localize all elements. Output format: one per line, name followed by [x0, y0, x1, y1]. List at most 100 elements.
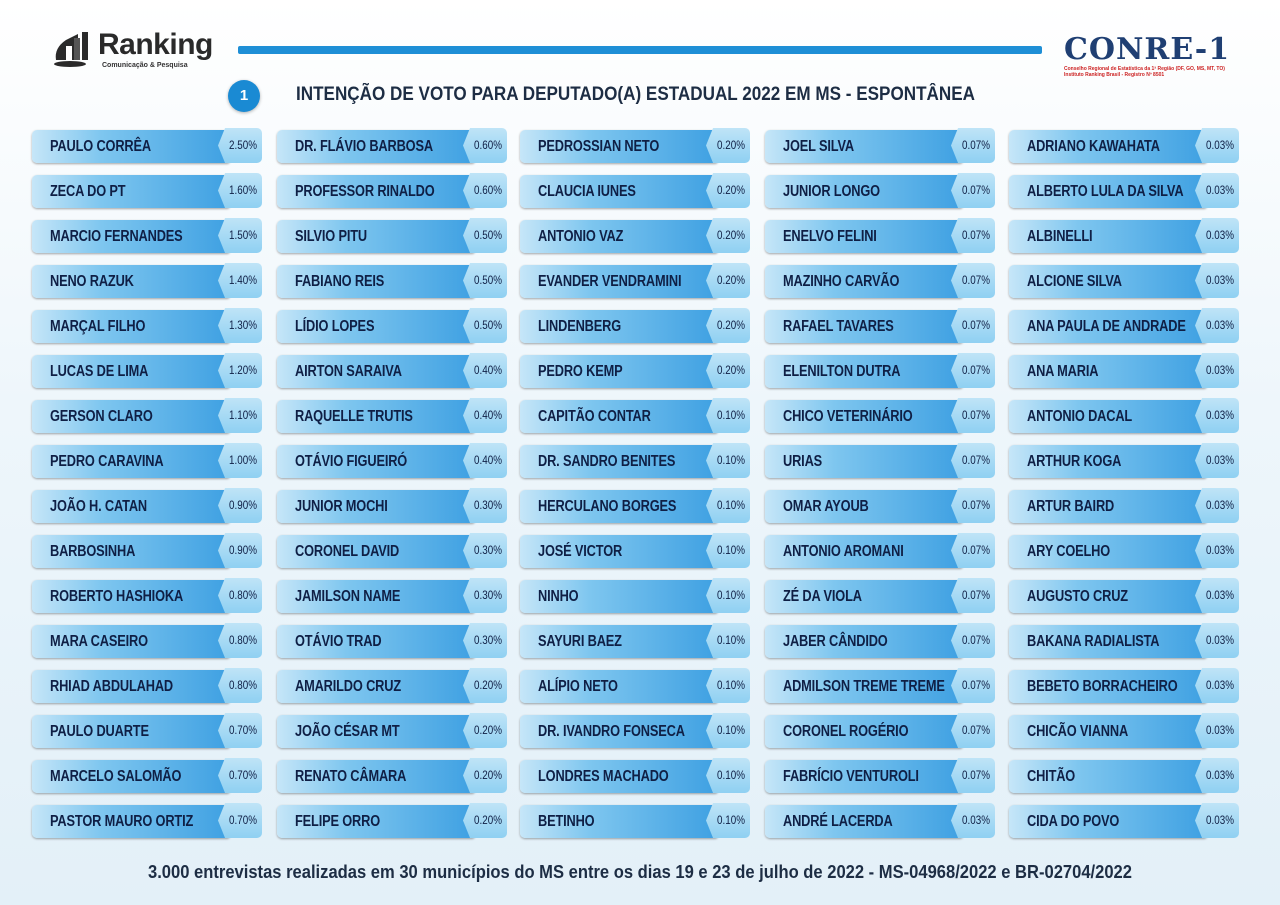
candidate-row: ARY COELHO 0.03% — [1009, 533, 1243, 569]
candidate-value-tag: 0.80% — [218, 668, 262, 703]
candidate-row: CHITÃO 0.03% — [1009, 758, 1243, 794]
candidate-value: 0.07% — [962, 408, 990, 422]
candidate-value: 0.20% — [717, 273, 745, 287]
candidate-name-bar: LÍDIO LOPES — [277, 310, 475, 343]
candidate-name-bar: ALBINELLI — [1009, 220, 1207, 253]
header-divider — [238, 46, 1042, 54]
candidate-name: JOSÉ VICTOR — [538, 543, 623, 560]
candidate-value-tag: 0.03% — [1195, 398, 1239, 433]
candidate-name: BETINHO — [538, 813, 595, 830]
candidate-value: 0.70% — [229, 768, 257, 782]
candidate-value: 1.40% — [229, 273, 257, 287]
candidate-value: 0.03% — [1206, 678, 1234, 692]
candidate-name-bar: PAULO CORRÊA — [32, 130, 230, 163]
candidate-value: 0.80% — [229, 678, 257, 692]
candidate-value-tag: 0.10% — [706, 623, 750, 658]
candidate-name: JOÃO CÉSAR MT — [295, 723, 400, 740]
candidate-row: AIRTON SARAIVA 0.40% — [277, 353, 511, 389]
candidate-value: 0.07% — [962, 138, 990, 152]
candidate-row: LÍDIO LOPES 0.50% — [277, 308, 511, 344]
candidate-name: MARCELO SALOMÃO — [50, 768, 182, 785]
candidate-value: 0.03% — [1206, 363, 1234, 377]
candidate-name-bar: BAKANA RADIALISTA — [1009, 625, 1207, 658]
footer-note: 3.000 entrevistas realizadas em 30 munic… — [148, 862, 1132, 882]
candidate-row: HERCULANO BORGES 0.10% — [520, 488, 754, 524]
ranking-logo-icon — [54, 32, 88, 67]
candidate-name: PEDRO CARAVINA — [50, 453, 164, 470]
candidate-name: ROBERTO HASHIOKA — [50, 588, 184, 605]
candidate-row: ANTONIO AROMANI 0.07% — [765, 533, 999, 569]
candidate-row: ARTHUR KOGA 0.03% — [1009, 443, 1243, 479]
candidate-row: ENELVO FELINI 0.07% — [765, 218, 999, 254]
candidate-name: JAMILSON NAME — [295, 588, 401, 605]
candidate-value: 0.90% — [229, 543, 257, 557]
candidate-row: ARTUR BAIRD 0.03% — [1009, 488, 1243, 524]
candidate-value: 0.40% — [474, 408, 502, 422]
candidate-row: ANA MARIA 0.03% — [1009, 353, 1243, 389]
candidate-value: 0.10% — [717, 498, 745, 512]
candidate-name: AIRTON SARAIVA — [295, 363, 402, 380]
candidate-value-tag: 0.80% — [218, 623, 262, 658]
candidate-value: 2.50% — [229, 138, 257, 152]
candidate-row: CAPITÃO CONTAR 0.10% — [520, 398, 754, 434]
candidate-value: 0.07% — [962, 363, 990, 377]
candidate-row: ROBERTO HASHIOKA 0.80% — [32, 578, 266, 614]
candidate-name: PAULO DUARTE — [50, 723, 149, 740]
candidate-value-tag: 0.07% — [951, 668, 995, 703]
candidate-name: FABIANO REIS — [295, 273, 385, 290]
candidate-value: 0.10% — [717, 768, 745, 782]
candidate-value: 0.07% — [962, 543, 990, 557]
candidate-row: DR. FLÁVIO BARBOSA 0.60% — [277, 128, 511, 164]
candidate-name-bar: SAYURI BAEZ — [520, 625, 718, 658]
candidate-name-bar: ZECA DO PT — [32, 175, 230, 208]
candidate-name: ANTONIO DACAL — [1027, 408, 1133, 425]
candidate-value-tag: 0.10% — [706, 488, 750, 523]
candidate-name: BAKANA RADIALISTA — [1027, 633, 1160, 650]
candidate-row: JOÃO CÉSAR MT 0.20% — [277, 713, 511, 749]
candidate-name: ELENILTON DUTRA — [783, 363, 901, 380]
candidate-value: 0.07% — [962, 768, 990, 782]
candidate-name-bar: ALCIONE SILVA — [1009, 265, 1207, 298]
candidate-name-bar: ZÉ DA VIOLA — [765, 580, 963, 613]
candidate-name-bar: CORONEL DAVID — [277, 535, 475, 568]
candidate-name-bar: CIDA DO POVO — [1009, 805, 1207, 838]
candidate-name: ENELVO FELINI — [783, 228, 877, 245]
candidate-row: MAZINHO CARVÃO 0.07% — [765, 263, 999, 299]
candidate-value: 0.20% — [474, 813, 502, 827]
candidate-value-tag: 0.07% — [951, 308, 995, 343]
candidate-name: CLAUCIA IUNES — [538, 183, 636, 200]
candidate-name-bar: CORONEL ROGÉRIO — [765, 715, 963, 748]
candidate-row: PAULO DUARTE 0.70% — [32, 713, 266, 749]
candidate-name: BEBETO BORRACHEIRO — [1027, 678, 1178, 695]
candidate-row: ALBERTO LULA DA SILVA 0.03% — [1009, 173, 1243, 209]
candidate-name-bar: FABIANO REIS — [277, 265, 475, 298]
candidate-name-bar: ANA MARIA — [1009, 355, 1207, 388]
candidate-name-bar: MARCIO FERNANDES — [32, 220, 230, 253]
candidate-name-bar: CAPITÃO CONTAR — [520, 400, 718, 433]
candidate-row: PEDRO CARAVINA 1.00% — [32, 443, 266, 479]
candidate-name: ALCIONE SILVA — [1027, 273, 1122, 290]
candidate-row: URIAS 0.07% — [765, 443, 999, 479]
candidate-name: OTÁVIO TRAD — [295, 633, 382, 650]
candidate-value-tag: 0.20% — [463, 713, 507, 748]
candidate-row: BARBOSINHA 0.90% — [32, 533, 266, 569]
candidate-value: 0.10% — [717, 408, 745, 422]
candidate-name-bar: LUCAS DE LIMA — [32, 355, 230, 388]
candidate-value: 0.70% — [229, 723, 257, 737]
candidate-value-tag: 0.03% — [1195, 713, 1239, 748]
candidate-name: SAYURI BAEZ — [538, 633, 622, 650]
candidate-value-tag: 0.10% — [706, 533, 750, 568]
candidate-name-bar: EVANDER VENDRAMINI — [520, 265, 718, 298]
candidate-name: DR. FLÁVIO BARBOSA — [295, 138, 433, 155]
candidate-row: PAULO CORRÊA 2.50% — [32, 128, 266, 164]
candidate-value-tag: 0.03% — [1195, 533, 1239, 568]
candidate-value-tag: 1.10% — [218, 398, 262, 433]
candidate-row: MARCELO SALOMÃO 0.70% — [32, 758, 266, 794]
candidate-name: JABER CÂNDIDO — [783, 633, 888, 650]
candidate-value: 0.03% — [1206, 813, 1234, 827]
candidate-row: PASTOR MAURO ORTIZ 0.70% — [32, 803, 266, 839]
candidate-value-tag: 0.10% — [706, 803, 750, 838]
candidate-value: 0.90% — [229, 498, 257, 512]
candidate-name: ARTHUR KOGA — [1027, 453, 1122, 470]
candidate-row: LONDRES MACHADO 0.10% — [520, 758, 754, 794]
